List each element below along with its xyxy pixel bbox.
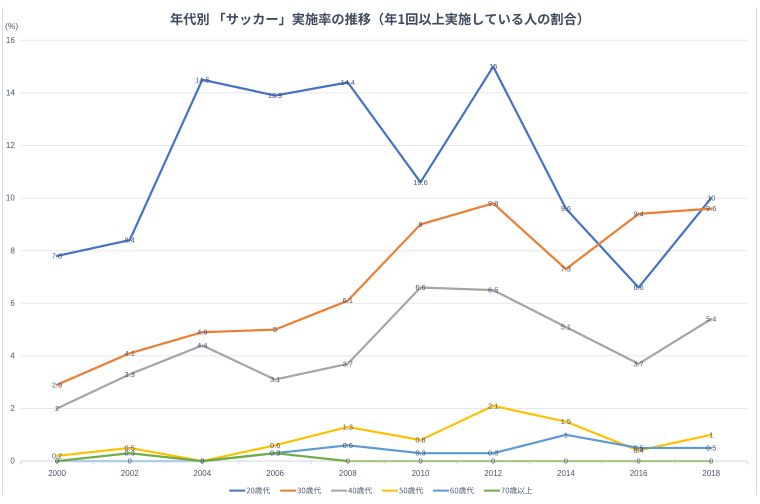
svg-text:0: 0 (637, 457, 641, 466)
svg-text:0: 0 (10, 457, 15, 466)
svg-text:1: 1 (564, 430, 568, 439)
svg-text:1.3: 1.3 (343, 422, 353, 431)
svg-text:3.1: 3.1 (270, 375, 280, 384)
svg-text:2014: 2014 (557, 469, 575, 478)
svg-text:0.6: 0.6 (343, 441, 353, 450)
svg-text:2006: 2006 (266, 469, 284, 478)
svg-text:0.5: 0.5 (633, 443, 643, 452)
svg-text:2.9: 2.9 (52, 380, 62, 389)
svg-text:10: 10 (6, 194, 15, 203)
svg-text:0: 0 (709, 457, 713, 466)
svg-text:9: 9 (418, 220, 422, 229)
svg-text:3.7: 3.7 (633, 359, 643, 368)
svg-text:6.5: 6.5 (488, 286, 498, 295)
svg-text:2002: 2002 (121, 469, 139, 478)
svg-text:3.3: 3.3 (125, 370, 135, 379)
svg-text:0: 0 (418, 457, 422, 466)
svg-text:0: 0 (55, 457, 59, 466)
svg-text:14: 14 (6, 89, 15, 98)
svg-text:5.4: 5.4 (706, 315, 716, 324)
svg-text:7.8: 7.8 (52, 251, 62, 260)
svg-text:0.3: 0.3 (415, 449, 425, 458)
svg-text:10.6: 10.6 (413, 178, 427, 187)
svg-text:14.4: 14.4 (341, 78, 355, 87)
svg-text:2: 2 (55, 404, 59, 413)
svg-text:1.5: 1.5 (561, 417, 571, 426)
svg-text:0.5: 0.5 (706, 443, 716, 452)
svg-text:0: 0 (200, 457, 204, 466)
svg-text:9.4: 9.4 (633, 209, 643, 218)
svg-text:4: 4 (10, 352, 15, 361)
svg-text:0: 0 (564, 457, 568, 466)
svg-text:5.1: 5.1 (561, 322, 571, 331)
svg-text:9.8: 9.8 (488, 199, 498, 208)
svg-text:4.9: 4.9 (197, 328, 207, 337)
svg-text:2012: 2012 (484, 469, 502, 478)
svg-text:4.1: 4.1 (125, 349, 135, 358)
svg-text:0.3: 0.3 (488, 449, 498, 458)
svg-text:0.8: 0.8 (415, 436, 425, 445)
svg-text:16: 16 (6, 36, 15, 45)
svg-text:0.4: 0.4 (633, 446, 643, 455)
svg-text:3.7: 3.7 (343, 359, 353, 368)
svg-text:2018: 2018 (702, 469, 720, 478)
svg-text:0: 0 (200, 457, 204, 466)
svg-text:0: 0 (346, 457, 350, 466)
svg-text:15: 15 (489, 62, 497, 71)
svg-text:0: 0 (55, 457, 59, 466)
svg-text:10: 10 (707, 194, 715, 203)
svg-text:12: 12 (6, 141, 15, 150)
svg-text:14.5: 14.5 (195, 75, 209, 84)
svg-text:9.6: 9.6 (706, 204, 716, 213)
svg-text:0: 0 (200, 457, 204, 466)
svg-text:0: 0 (491, 457, 495, 466)
svg-text:13.9: 13.9 (268, 91, 282, 100)
svg-text:0.6: 0.6 (270, 441, 280, 450)
svg-text:4.4: 4.4 (197, 341, 207, 350)
svg-text:5: 5 (273, 325, 277, 334)
svg-text:6: 6 (10, 299, 15, 308)
svg-text:8.4: 8.4 (125, 236, 135, 245)
svg-text:0.3: 0.3 (125, 449, 135, 458)
svg-text:8: 8 (10, 246, 15, 255)
svg-text:9.6: 9.6 (561, 204, 571, 213)
svg-text:0.3: 0.3 (270, 449, 280, 458)
svg-text:1: 1 (709, 430, 713, 439)
svg-text:6.6: 6.6 (415, 283, 425, 292)
svg-text:7.3: 7.3 (561, 265, 571, 274)
svg-text:0.2: 0.2 (52, 451, 62, 460)
svg-text:2016: 2016 (630, 469, 648, 478)
svg-text:6.6: 6.6 (633, 283, 643, 292)
svg-text:0.5: 0.5 (125, 443, 135, 452)
svg-text:0: 0 (128, 457, 132, 466)
svg-text:2: 2 (10, 404, 15, 413)
svg-text:2000: 2000 (48, 469, 66, 478)
svg-text:0.3: 0.3 (270, 449, 280, 458)
svg-text:(%): (%) (5, 21, 18, 31)
svg-text:2008: 2008 (339, 469, 357, 478)
svg-text:2004: 2004 (193, 469, 211, 478)
svg-text:6.1: 6.1 (343, 296, 353, 305)
svg-text:2010: 2010 (412, 469, 430, 478)
svg-text:2.1: 2.1 (488, 401, 498, 410)
